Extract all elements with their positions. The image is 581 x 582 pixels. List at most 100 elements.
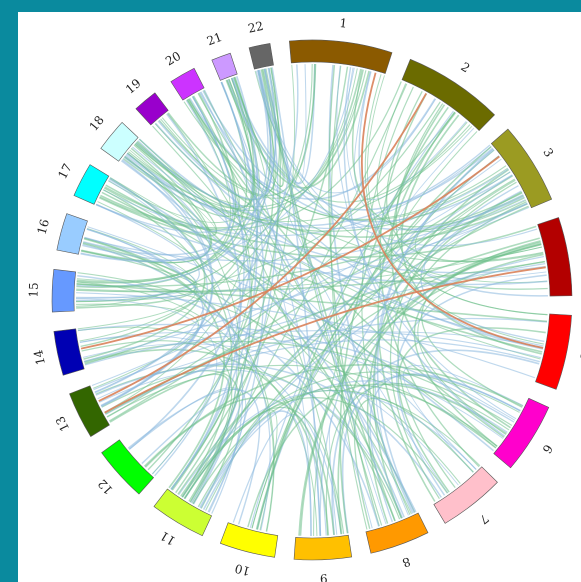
chromosome-label-18: 18: [86, 113, 107, 134]
link-91: [109, 175, 514, 422]
link-158: [199, 92, 545, 343]
link-62: [372, 168, 510, 519]
link-211: [131, 146, 544, 347]
link-172: [177, 205, 529, 495]
chromosome-label-4: 4: [579, 248, 581, 258]
chromosome-8-block: [365, 512, 429, 554]
link-166: [76, 292, 536, 379]
link-171: [202, 410, 312, 537]
link-44: [353, 397, 474, 529]
link-152: [397, 327, 546, 493]
link-197: [343, 67, 506, 437]
link-102: [397, 201, 527, 489]
chromosome-label-12: 12: [95, 476, 116, 497]
link-185: [336, 65, 517, 420]
link-97: [75, 206, 530, 302]
link-170: [423, 203, 547, 279]
chromosome-label-7: 7: [477, 511, 492, 527]
link-228: [183, 389, 481, 499]
link-103: [97, 201, 412, 515]
chromosome-2-block: [401, 58, 495, 131]
link-206: [127, 151, 511, 232]
chromosome-label-1: 1: [339, 16, 348, 31]
link-213: [325, 383, 510, 536]
chromosome-16-block: [56, 213, 88, 255]
link-221: [80, 70, 269, 263]
link-0: [101, 370, 241, 509]
link-125: [231, 77, 494, 211]
chromosome-5-block: [535, 313, 572, 390]
chromosome-label-6: 6: [539, 442, 555, 456]
chromosome-15-block: [51, 268, 76, 313]
link-224: [76, 197, 525, 287]
chromosome-label-15: 15: [26, 282, 41, 298]
link-230: [98, 93, 427, 402]
link-143: [77, 323, 515, 423]
link-191: [134, 143, 541, 360]
link-105: [329, 415, 373, 535]
link-108: [127, 388, 261, 525]
link-55: [377, 111, 456, 502]
link-216: [143, 364, 524, 467]
chromosome-label-2: 2: [458, 60, 472, 76]
link-87: [77, 228, 198, 330]
link-183: [106, 364, 497, 449]
chromosome-label-11: 11: [158, 528, 178, 548]
link-75: [87, 226, 516, 421]
link-63: [141, 388, 240, 498]
chromosome-label-21: 21: [205, 30, 224, 48]
link-127: [187, 98, 507, 220]
chromosome-label-14: 14: [31, 348, 48, 366]
chromosome-11-block: [153, 488, 213, 537]
link-182: [161, 69, 364, 199]
link-225: [127, 152, 240, 504]
chromosome-label-13: 13: [53, 414, 72, 434]
link-81: [366, 191, 523, 524]
link-218: [82, 152, 211, 261]
link-96: [204, 89, 312, 536]
link-144: [167, 64, 316, 197]
chromosome-14-block: [53, 328, 85, 376]
link-207: [157, 70, 273, 201]
link-232: [104, 266, 546, 414]
link-219: [84, 329, 541, 366]
chromosome-label-10: 10: [233, 561, 251, 578]
figure-frame: 1 2 3 4 5 6 7 8 9 10 11 12 13 14 15 16 17 18 19 20 21 22: [18, 12, 581, 582]
chromosome-7-block: [433, 466, 498, 524]
link-5: [77, 272, 461, 484]
link-226: [264, 64, 307, 184]
chromosome-label-8: 8: [400, 554, 412, 570]
link-193: [124, 126, 473, 222]
chromosome-label-5: 5: [577, 351, 581, 361]
link-35: [103, 187, 497, 449]
chromosome-19-block: [135, 92, 169, 126]
link-162: [330, 65, 368, 530]
link-40: [103, 146, 492, 237]
link-8: [79, 335, 342, 535]
chromosome-12-block: [101, 439, 155, 495]
link-212: [251, 179, 516, 529]
link-189: [298, 243, 542, 536]
chromosome-label-22: 22: [247, 19, 265, 36]
link-200: [138, 125, 230, 217]
link-231: [80, 155, 500, 350]
link-30: [249, 110, 454, 528]
link-34: [147, 69, 275, 471]
chromosome-label-3: 3: [540, 146, 556, 160]
chromosome-ring: [51, 39, 573, 561]
link-227: [199, 255, 545, 508]
link-111: [99, 369, 404, 519]
link-56: [358, 71, 548, 297]
link-140: [395, 103, 548, 316]
chromosome-label-20: 20: [163, 49, 183, 69]
link-229: [120, 160, 417, 513]
link-134: [192, 384, 498, 505]
link-110: [76, 81, 248, 284]
link-126: [76, 236, 197, 298]
link-217: [91, 171, 511, 386]
link-149: [339, 106, 449, 534]
link-201: [220, 81, 327, 536]
link-146: [200, 91, 405, 518]
